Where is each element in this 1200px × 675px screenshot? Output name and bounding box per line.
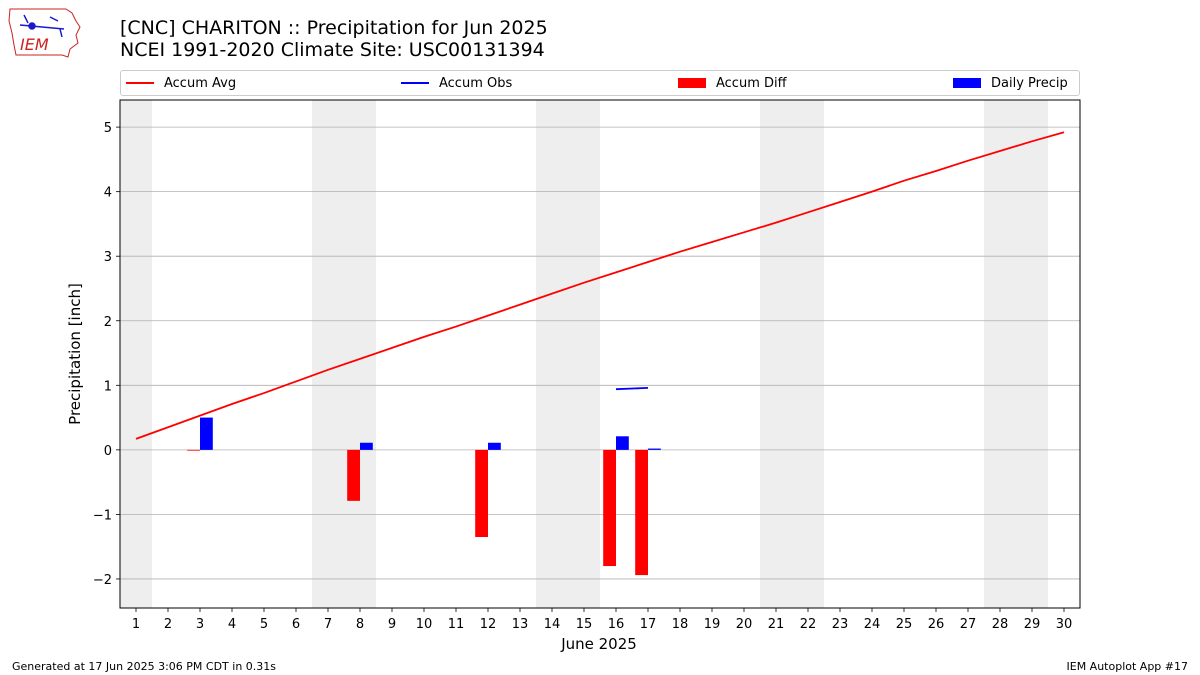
x-tick-label: 27: [960, 617, 977, 632]
title-line-2: NCEI 1991-2020 Climate Site: USC00131394: [120, 39, 545, 61]
plot-frame: [119, 99, 1081, 609]
x-tick-label: 30: [1056, 617, 1073, 632]
y-tick-label: 4: [104, 186, 112, 201]
daily-precip-bar: [360, 442, 373, 450]
y-tick-label: 0: [104, 444, 112, 459]
footer-app-text: IEM Autoplot App #17: [1066, 660, 1189, 673]
x-tick-label: 12: [480, 617, 497, 632]
x-tick-label: 1: [132, 617, 140, 632]
weekend-shade-4: [984, 100, 1048, 608]
x-tick-label: 14: [544, 617, 561, 632]
x-tick-label: 17: [640, 617, 657, 632]
plot-background: [120, 100, 1048, 608]
y-tick-label: 3: [104, 250, 112, 265]
accum-diff-bar: [603, 449, 616, 567]
x-tick-label: 28: [992, 617, 1009, 632]
legend-label-daily-precip: Daily Precip: [991, 75, 1068, 91]
x-tick-label: 29: [1024, 617, 1041, 632]
title-line-1: [CNC] CHARITON :: Precipitation for Jun …: [120, 17, 548, 39]
x-tick-label: 16: [608, 617, 625, 632]
x-tick-label: 7: [324, 617, 332, 632]
x-tick-label: 22: [800, 617, 817, 632]
x-tick-label: 13: [512, 617, 529, 632]
x-tick-label: 6: [292, 617, 300, 632]
x-axis-label: June 2025: [560, 635, 637, 653]
x-tick-label: 9: [388, 617, 396, 632]
y-tick-label: 2: [104, 315, 112, 330]
x-tick-label: 5: [260, 617, 268, 632]
accum-avg-line: [135, 131, 1065, 440]
legend-item-accum-avg: Accum Avg: [126, 71, 236, 95]
x-tick-label: 8: [356, 617, 364, 632]
legend-swatch-daily-precip: [953, 78, 981, 88]
legend-item-accum-diff: Accum Diff: [678, 71, 787, 95]
x-tick-label: 23: [832, 617, 849, 632]
x-tick-label: 20: [736, 617, 753, 632]
legend-item-accum-obs: Accum Obs: [401, 71, 512, 95]
x-tick-label: 24: [864, 617, 881, 632]
x-tick-label: 4: [228, 617, 236, 632]
chart-legend: Accum Avg Accum Obs Accum Diff Daily Pre…: [120, 70, 1080, 96]
x-tick-label: 25: [896, 617, 913, 632]
x-tick-label: 10: [416, 617, 433, 632]
legend-item-daily-precip: Daily Precip: [953, 71, 1068, 95]
footer-generated-text: Generated at 17 Jun 2025 3:06 PM CDT in …: [12, 660, 277, 673]
chart-title: [CNC] CHARITON :: Precipitation for Jun …: [120, 17, 548, 61]
legend-label-accum-diff: Accum Diff: [716, 75, 787, 91]
x-tick-label: 19: [704, 617, 721, 632]
weekend-shade-3: [760, 100, 824, 608]
accum-diff-bar: [475, 449, 488, 537]
x-tick-label: 3: [196, 617, 204, 632]
legend-swatch-accum-avg: [126, 82, 154, 84]
weekend-shade-2: [536, 100, 600, 608]
daily-precip-bar: [200, 417, 213, 450]
legend-swatch-accum-obs: [401, 82, 429, 84]
weekend-shade-0: [120, 100, 152, 608]
plot-grid: [120, 126, 1080, 580]
weekend-shade-1: [312, 100, 376, 608]
accum-diff-bar: [635, 449, 648, 576]
y-tick-label: 5: [104, 121, 112, 136]
iem-logo: IEM: [8, 8, 81, 58]
accum-diff-bar: [187, 449, 200, 451]
legend-swatch-accum-diff: [678, 78, 706, 88]
x-tick-label: 18: [672, 617, 689, 632]
y-tick-label: −1: [93, 508, 112, 523]
y-tick-label: −2: [93, 573, 112, 588]
x-tick-label: 26: [928, 617, 945, 632]
y-axis-label: Precipitation [inch]: [66, 283, 84, 425]
daily-precip-bar: [616, 436, 629, 450]
legend-label-accum-obs: Accum Obs: [439, 75, 513, 91]
weather-station-icon: [19, 14, 65, 38]
plot-marks: [135, 131, 1065, 576]
x-tick-label: 11: [448, 617, 465, 632]
y-tick-label: 1: [104, 379, 112, 394]
x-tick-label: 2: [164, 617, 172, 632]
accum-diff-bar: [347, 449, 360, 501]
x-tick-label: 21: [768, 617, 785, 632]
legend-label-accum-avg: Accum Avg: [164, 75, 237, 91]
x-tick-label: 15: [576, 617, 593, 632]
accum-obs-line: [615, 386, 649, 391]
daily-precip-bar: [488, 442, 501, 450]
daily-precip-bar: [648, 448, 661, 450]
logo-text: IEM: [20, 35, 49, 54]
